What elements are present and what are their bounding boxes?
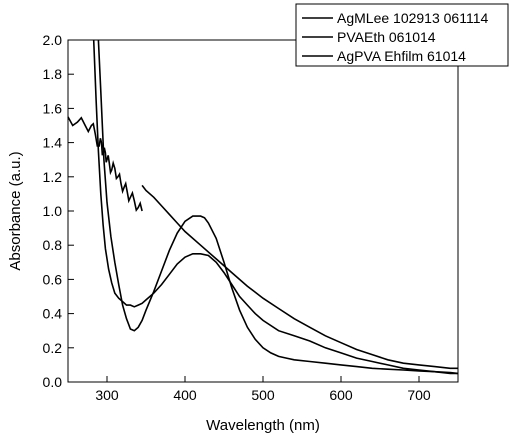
y-tick-label: 1.6 (43, 100, 63, 116)
x-tick-label: 400 (173, 387, 197, 403)
y-tick-label: 2.0 (43, 32, 63, 48)
series-line-1 (67, 116, 143, 212)
series-line-3 (92, 39, 458, 375)
y-tick-label: 1.8 (43, 66, 63, 82)
y-tick-label: 0.8 (43, 237, 63, 253)
plot-frame (67, 39, 459, 383)
series-lines (67, 39, 459, 375)
axis-ticks: 300 400 500 600 700 0.0 0.2 0.4 0.6 0.8 1.0 1.2 1.4 1… (43, 32, 431, 403)
series-line-4 (141, 184, 458, 370)
x-tick-label: 600 (329, 387, 353, 403)
series-line-2 (97, 39, 459, 375)
y-tick-label: 0.2 (43, 340, 63, 356)
x-axis-label: Wavelength (nm) (206, 417, 320, 434)
legend: AgMLee 102913 061114 PVAEth 061014 AgPVA E… (295, 3, 509, 67)
y-tick-label: 0.6 (43, 271, 63, 287)
x-tick-label: 500 (251, 387, 275, 403)
legend-label: AgPVA Ehfilm 61014 (337, 48, 466, 64)
y-tick-label: 0.4 (43, 306, 63, 322)
y-tick-label: 1.2 (43, 169, 63, 185)
x-tick-label: 700 (407, 387, 431, 403)
legend-label: AgMLee 102913 061114 (337, 10, 488, 26)
legend-label: PVAEth 061014 (337, 29, 436, 45)
y-tick-label: 0.0 (43, 374, 63, 390)
y-axis-label: Absorbance (a.u.) (7, 151, 24, 270)
x-tick-label: 300 (95, 387, 119, 403)
y-tick-label: 1.4 (43, 135, 63, 151)
y-tick-label: 1.0 (43, 203, 63, 219)
